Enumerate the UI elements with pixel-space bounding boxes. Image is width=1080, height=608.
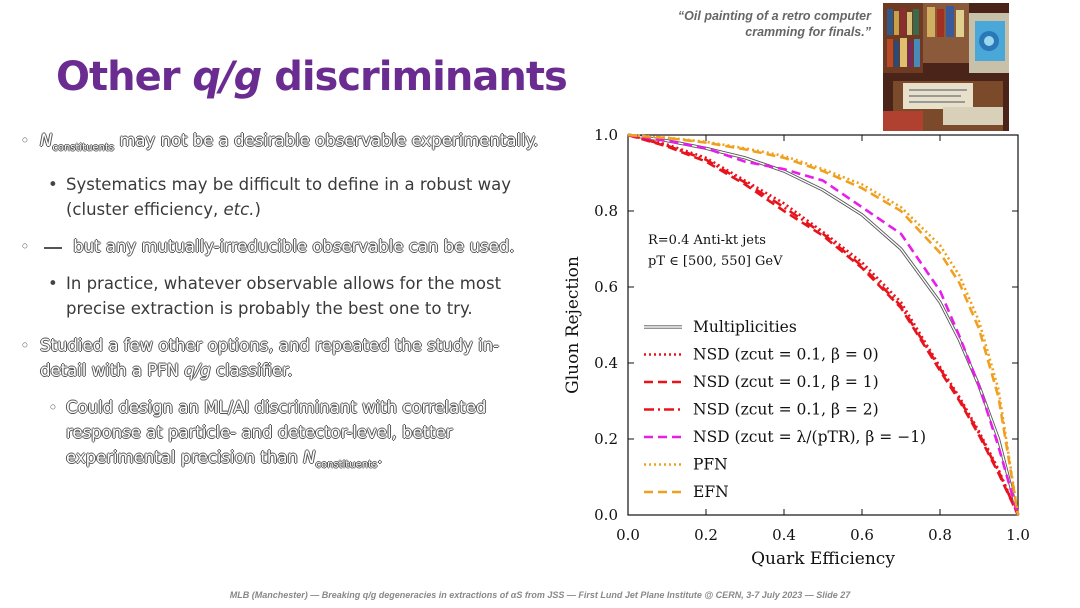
sub-bullet-systematics: Systematics may be difficult to define i… xyxy=(20,172,540,222)
bullet-3-text: Studied a few other options, and repeate… xyxy=(40,336,500,381)
title-part-2: discriminants xyxy=(261,54,568,100)
y-tick-label: 0.2 xyxy=(594,430,618,448)
caption-line-2: cramming for finals.” xyxy=(745,25,871,39)
legend-nsd-zcut-0-1-2-label: NSD (zcut = 0.1, β = 2) xyxy=(693,401,879,419)
x-tick-label: 0.0 xyxy=(616,526,640,544)
sub-bullet-3-text: Could design an ML/AI discriminant with … xyxy=(66,398,487,468)
sub-bullet-1-text: Systematics may be difficult to define i… xyxy=(66,175,511,220)
slide-title: Other q/g discriminants xyxy=(56,54,568,100)
x-axis-label: Quark Efficiency xyxy=(751,549,895,569)
title-italic: q/g xyxy=(192,54,262,100)
x-tick-label: 1.0 xyxy=(1006,526,1030,544)
plot-frame xyxy=(627,134,1019,516)
n-symbol: N xyxy=(40,131,53,150)
curve-nsd-zcut-ptr-1 xyxy=(627,133,1020,516)
bullet-3-end: classifier. xyxy=(210,361,293,381)
bullet-studied: Studied a few other options, and repeate… xyxy=(20,333,540,383)
legend-efn-label: EFN xyxy=(693,483,729,501)
x-tick-label: 0.4 xyxy=(772,526,796,544)
legend-multiplicities-label: Multiplicities xyxy=(693,318,797,336)
sub-bullet-practice: In practice, whatever observable allows … xyxy=(20,271,540,321)
annotation-jets: R=0.4 Anti-kt jets xyxy=(648,233,766,248)
x-tick-label: 0.8 xyxy=(928,526,952,544)
n-symbol-2: N xyxy=(303,448,316,468)
sub-bullet-3-end: . xyxy=(377,448,383,468)
retro-computer-painting xyxy=(883,3,1009,131)
curve-multiplicities-inner xyxy=(627,134,1019,516)
n-subscript: constituents xyxy=(52,142,115,154)
caption-line-1: “Oil painting of a retro computer xyxy=(677,9,871,23)
dash-glyph xyxy=(44,246,62,249)
curve-nsd-zcut-0-1-2 xyxy=(627,133,1020,516)
legend-nsd-zcut-0-1-0-label: NSD (zcut = 0.1, β = 0) xyxy=(693,346,879,364)
curve-nsd-zcut-0-1-0 xyxy=(627,133,1020,516)
bullet-1-text: may not be a desirable observable experi… xyxy=(114,131,539,150)
sub-bullet-1-end: ) xyxy=(254,200,261,220)
curve-multiplicities xyxy=(627,133,1020,516)
y-axis-label: Gluon Rejection xyxy=(563,256,583,394)
bullet-2-text: but any mutually-irreducible observable … xyxy=(68,237,515,257)
roc-chart: 0.0 0.2 0.4 0.6 0.8 1.0 0.0 0.2 0.4 0.6 0.8 1.0 Mul… xyxy=(560,120,1040,584)
legend-pfn-label: PFN xyxy=(693,456,728,474)
curve-nsd-zcut-0-1-1 xyxy=(627,133,1020,516)
y-tick-label: 1.0 xyxy=(594,126,618,144)
y-tick-label: 0.0 xyxy=(594,506,618,524)
image-caption: “Oil painting of a retro computer crammi… xyxy=(611,8,871,40)
legend-nsd-zcut-ptr-1-label: NSD (zcut = λ/(pTR), β = −1) xyxy=(693,428,926,446)
legend-nsd-zcut-0-1-1-label: NSD (zcut = 0.1, β = 1) xyxy=(693,373,879,391)
bullet-list: Nconstituents may not be a desirable obs… xyxy=(20,128,540,490)
slide-footer: MLB (Manchester) — Breaking q/g degenera… xyxy=(229,590,851,600)
roc-chart-svg: 0.0 0.2 0.4 0.6 0.8 1.0 0.0 0.2 0.4 0.6 0.8 1.0 Mul… xyxy=(563,126,1030,569)
n-subscript-2: constituents xyxy=(315,459,378,471)
y-tick-label: 0.4 xyxy=(594,354,618,372)
annotation-pt: pT ∈ [500, 550] GeV xyxy=(648,254,783,269)
curve-pfn xyxy=(627,133,1020,516)
title-part-1: Other xyxy=(56,54,193,100)
x-tick-label: 0.2 xyxy=(694,526,718,544)
qg-italic: q/g xyxy=(184,361,211,381)
bullet-nconstituents: Nconstituents may not be a desirable obs… xyxy=(20,128,540,160)
etc-italic: etc. xyxy=(223,200,255,220)
y-tick-label: 0.8 xyxy=(594,202,618,220)
curve-efn xyxy=(627,133,1020,516)
bullet-irreducible: but any mutually-irreducible observable … xyxy=(20,234,540,259)
y-tick-label: 0.6 xyxy=(594,278,618,296)
sub-bullet-ml-discriminant: Could design an ML/AI discriminant with … xyxy=(20,395,540,477)
x-tick-label: 0.6 xyxy=(850,526,874,544)
sub-bullet-2-text: In practice, whatever observable allows … xyxy=(66,274,502,319)
